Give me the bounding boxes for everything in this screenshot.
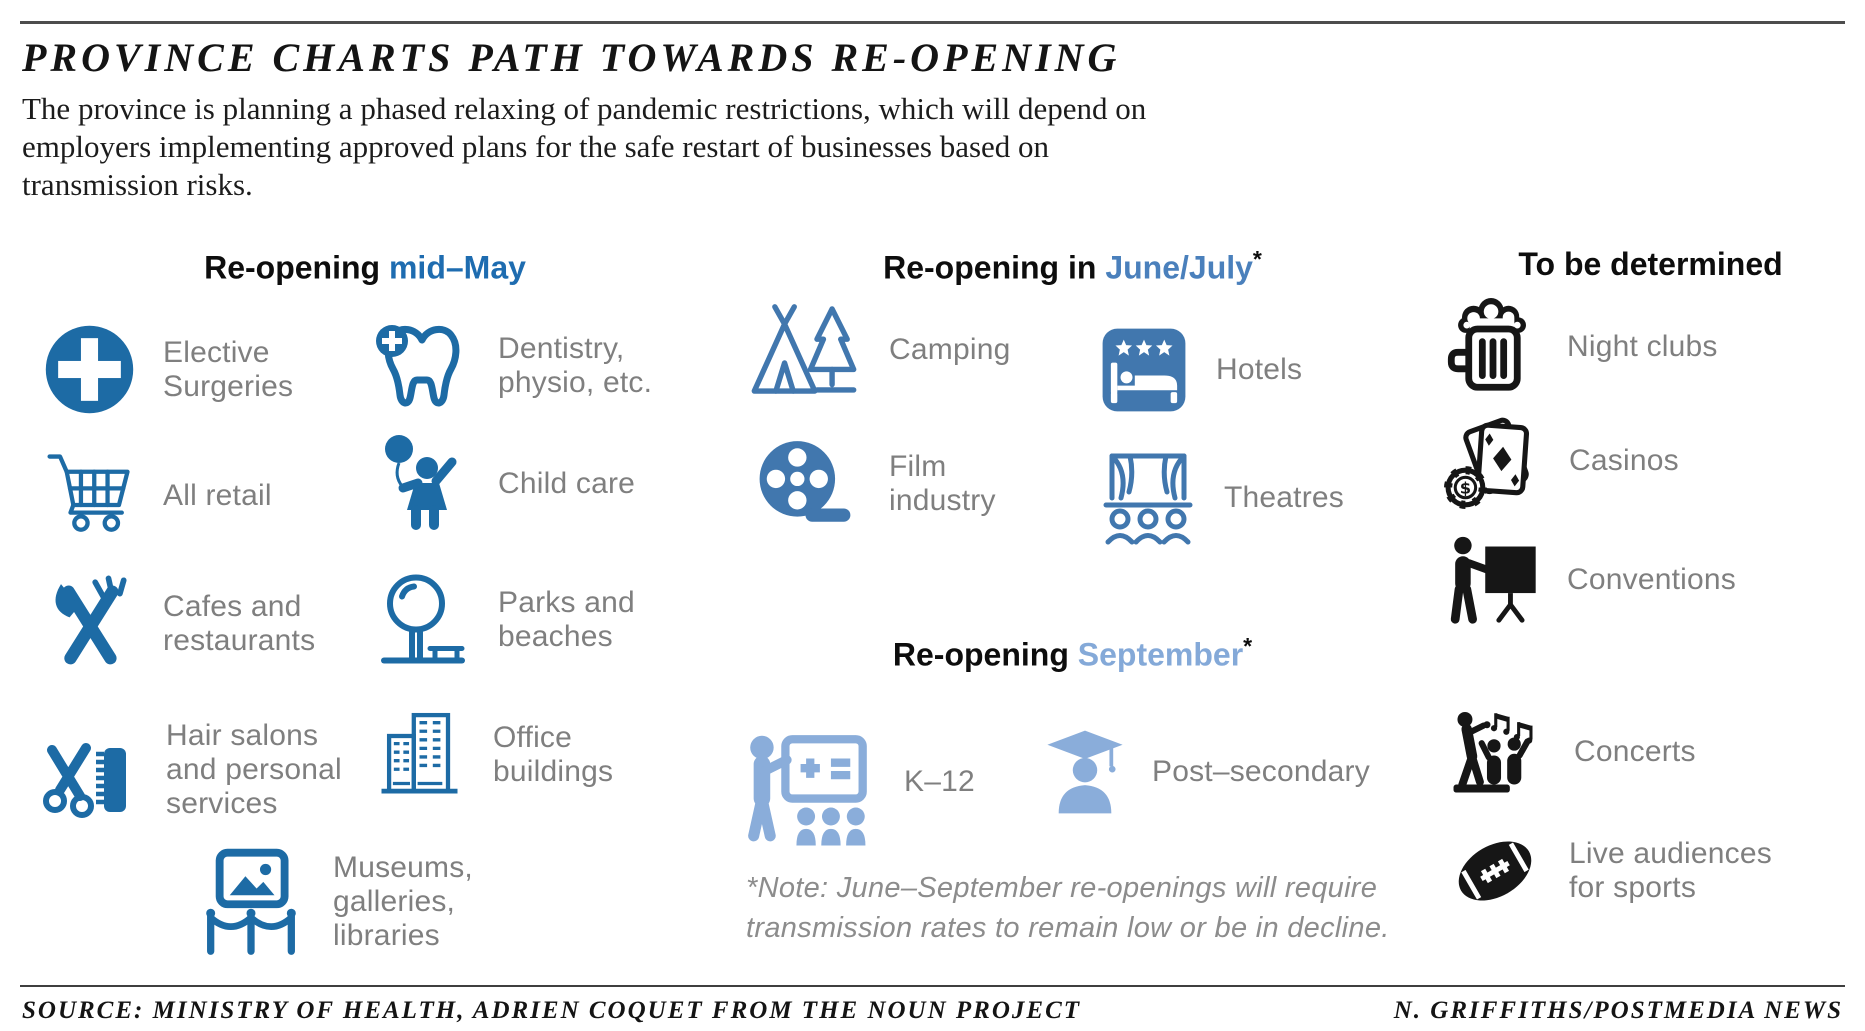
section-heading-to-be-determined: To be determined [1438,246,1863,283]
theatre-stage-icon [1098,446,1198,550]
item-live-sports: Live audiences for sports [1445,822,1772,920]
heading-asterisk: * [1243,633,1253,659]
hotel-bed-icon [1098,324,1190,416]
film-reel-icon [748,433,863,535]
page-subtitle: The province is planning a phased relaxi… [22,91,1147,202]
heading-prefix: Re-opening [892,636,1078,673]
item-label: Post–secondary [1152,755,1370,788]
svg-text:$: $ [1460,479,1471,498]
item-label: Theatres [1224,481,1344,514]
item-elective-surgeries: Elective Surgeries [42,322,293,417]
item-dentistry: Dentistry, physio, etc. [372,316,652,416]
heading-highlight: September [1077,636,1244,673]
section-heading-september: Re-opening September* [810,633,1335,674]
item-label: Conventions [1567,562,1736,596]
item-cafes-restaurants: Cafes and restaurants [42,570,315,678]
concert-crowd-icon [1438,708,1550,796]
heading-highlight: June/July [1105,249,1253,286]
bottom-rule [20,985,1845,987]
football-icon [1445,822,1545,920]
item-label: Film industry [889,450,996,517]
heading-prefix: Re-opening in [883,249,1106,286]
child-balloon-icon [372,424,472,544]
heading-prefix: Re-opening [204,249,389,286]
item-label: Hair salons and personal services [166,719,342,820]
item-casinos: $ Casinos [1443,410,1679,512]
item-label: Museums, galleries, libraries [333,851,473,952]
item-label: Hotels [1216,353,1303,386]
item-hair-salons: Hair salons and personal services [40,716,342,824]
source-line: SOURCE: MINISTRY OF HEALTH, ADRIEN COQUE… [22,997,1843,1025]
item-parks-beaches: Parks and beaches [372,562,635,677]
fork-knife-icon [42,570,137,678]
presentation-board-icon [1443,531,1543,628]
item-label: K–12 [904,765,975,798]
item-night-clubs: Night clubs [1443,298,1718,395]
medical-cross-icon [42,322,137,417]
item-conventions: Conventions [1443,531,1736,628]
page-title: PROVINCE CHARTS PATH TOWARDS RE-OPENING [22,35,1121,80]
item-camping: Camping [745,296,1010,404]
credit-text: N. GRIFFITHS/POSTMEDIA NEWS [1393,997,1843,1024]
item-label: Elective Surgeries [163,335,294,403]
graduate-icon [1038,708,1132,836]
item-k12: K–12 [738,713,975,851]
item-label: Casinos [1569,444,1679,477]
item-label: Night clubs [1567,329,1718,363]
shopping-cart-icon [42,448,137,543]
tooth-plus-icon [372,316,472,416]
item-label: Parks and beaches [498,585,635,653]
item-label: Concerts [1574,735,1696,768]
item-label: Dentistry, physio, etc. [498,332,653,399]
item-label: Office buildings [493,721,614,788]
item-office-buildings: Office buildings [372,700,613,810]
item-label: Cafes and restaurants [163,590,316,657]
item-theatres: Theatres [1098,446,1344,550]
footnote: *Note: June–September re-openings will r… [746,872,1390,944]
beer-mug-icon [1443,298,1543,395]
office-buildings-icon [372,700,467,810]
classroom-icon [738,713,888,851]
item-label: Child care [498,467,636,500]
item-label: All retail [163,478,272,512]
item-label: Live audiences for sports [1569,837,1772,904]
top-rule [20,21,1845,24]
item-post-secondary: Post–secondary [1038,708,1370,836]
item-museums: Museums, galleries, libraries [195,843,473,961]
heading-prefix: To be determined [1518,246,1783,282]
section-heading-june-july: Re-opening in June/July* [810,246,1335,287]
camping-tent-icon [745,296,863,404]
section-heading-mid-may: Re-opening mid–May [95,246,635,287]
tree-bench-icon [372,562,472,677]
museum-gallery-icon [195,843,307,961]
item-child-care: Child care [372,424,635,544]
item-all-retail: All retail [42,448,272,543]
casino-cards-icon: $ [1443,410,1545,512]
item-concerts: Concerts [1438,708,1696,796]
heading-highlight: mid–May [388,249,526,286]
item-label: Camping [889,333,1011,366]
source-text: SOURCE: MINISTRY OF HEALTH, ADRIEN COQUE… [22,997,1082,1024]
heading-asterisk: * [1252,246,1262,272]
item-hotels: Hotels [1098,324,1302,416]
scissors-comb-icon [40,716,140,824]
item-film-industry: Film industry [748,433,996,535]
